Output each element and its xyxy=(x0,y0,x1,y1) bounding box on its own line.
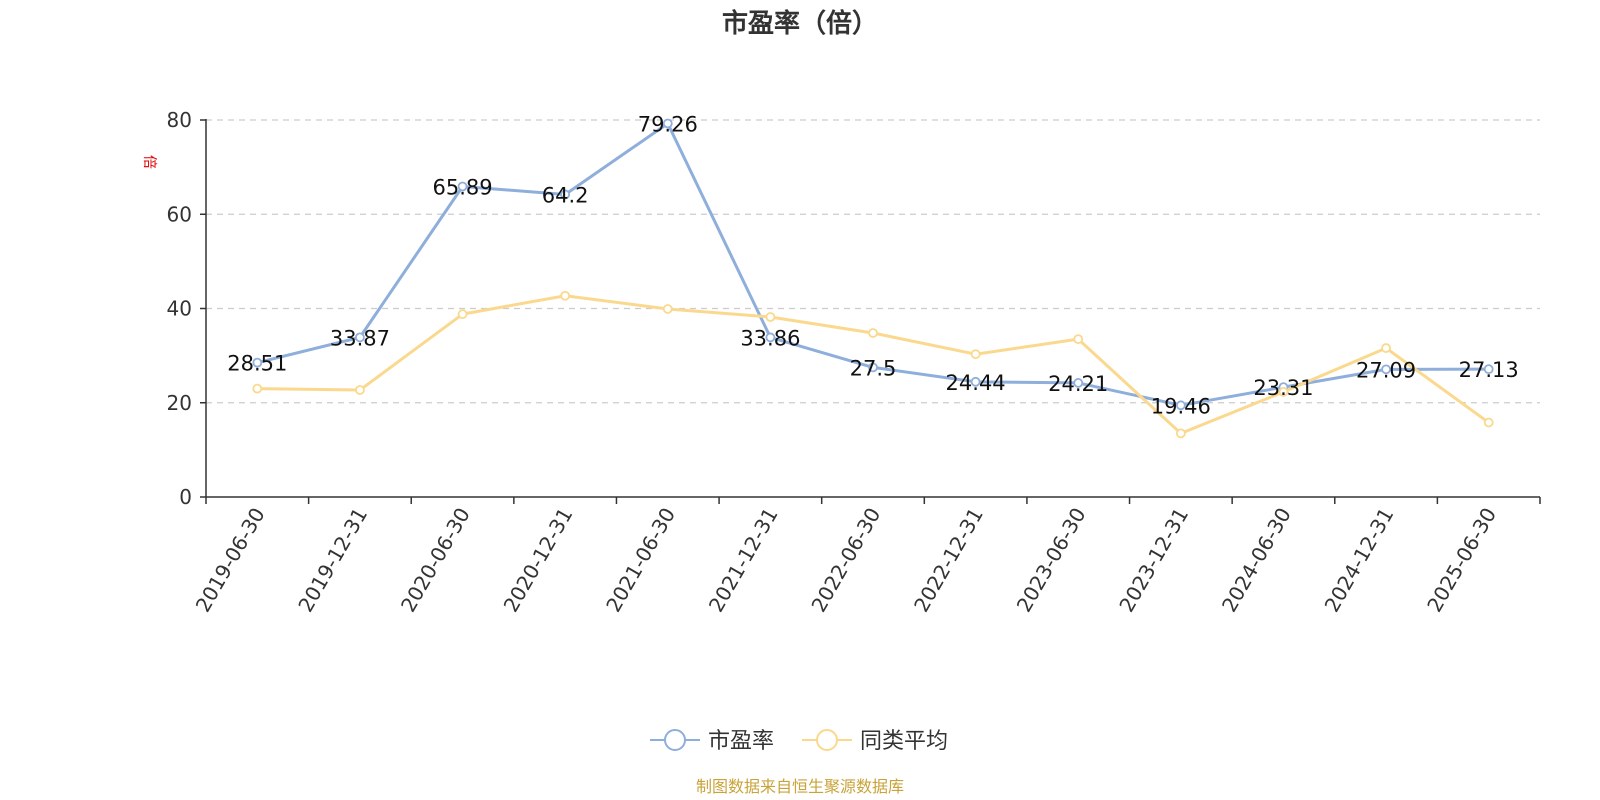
data-point[interactable] xyxy=(662,118,673,129)
x-tick-label: 2024-06-30 xyxy=(1217,504,1296,617)
data-point[interactable] xyxy=(1278,387,1289,397)
x-tick-label: 2019-12-31 xyxy=(293,504,372,617)
data-point[interactable] xyxy=(868,362,878,373)
data-label: 65.89 xyxy=(432,175,492,199)
grid-layer xyxy=(206,119,1540,404)
y-tick-label: 40 xyxy=(167,297,192,321)
data-point[interactable] xyxy=(1483,417,1494,428)
y-tick-label: 60 xyxy=(167,202,192,226)
data-label: 27.13 xyxy=(1459,358,1519,382)
data-point[interactable] xyxy=(252,383,263,394)
data-point[interactable] xyxy=(355,332,365,343)
x-tick-label: 2022-06-30 xyxy=(806,504,885,617)
data-point[interactable] xyxy=(1175,428,1186,439)
data-label: 24.21 xyxy=(1048,372,1108,396)
data-label: 33.86 xyxy=(740,326,800,350)
data-label: 27.5 xyxy=(850,356,897,380)
data-point[interactable] xyxy=(1073,378,1084,388)
legend-label: 市盈率 xyxy=(708,729,774,754)
data-point[interactable] xyxy=(970,349,981,360)
x-tick-label: 2022-12-31 xyxy=(909,504,988,617)
data-point[interactable] xyxy=(457,181,468,192)
data-point[interactable] xyxy=(868,328,878,338)
data-label: 79.26 xyxy=(638,112,698,136)
x-tick-label: 2020-12-31 xyxy=(499,504,578,617)
x-tick-label: 2021-06-30 xyxy=(601,504,680,617)
data-point[interactable] xyxy=(1073,334,1084,345)
legend-label: 同类平均 xyxy=(860,729,948,754)
legend[interactable]: 市盈率 同类平均 xyxy=(650,729,948,754)
data-label: 33.87 xyxy=(330,326,390,350)
source-note: 制图数据来自恒生聚源数据库 xyxy=(696,777,904,796)
x-tick-label: 2020-06-30 xyxy=(396,504,475,617)
data-point[interactable] xyxy=(1381,364,1391,375)
data-point[interactable] xyxy=(1381,343,1391,353)
data-point[interactable] xyxy=(970,376,981,387)
series-layer xyxy=(252,118,1494,439)
legend-item-1[interactable]: 同类平均 xyxy=(802,729,948,754)
data-label: 28.51 xyxy=(227,352,287,376)
data-point[interactable] xyxy=(765,332,776,343)
data-point[interactable] xyxy=(560,290,571,301)
legend-item-0[interactable]: 市盈率 xyxy=(650,729,774,754)
x-tick-label: 2025-06-30 xyxy=(1422,504,1501,617)
data-point[interactable] xyxy=(560,189,571,200)
y-tick-label: 20 xyxy=(167,391,192,415)
data-point[interactable] xyxy=(1175,400,1186,411)
data-label: 19.46 xyxy=(1151,394,1211,418)
y-axis-unit-label: 倍 xyxy=(141,155,157,169)
legend-swatch-marker xyxy=(816,729,838,751)
x-tick-label: 2021-12-31 xyxy=(704,504,783,617)
data-point[interactable] xyxy=(252,357,263,368)
data-point[interactable] xyxy=(662,304,673,314)
data-point[interactable] xyxy=(355,385,365,395)
x-tick-label: 2023-06-30 xyxy=(1012,504,1091,617)
data-point[interactable] xyxy=(765,312,776,322)
data-label-layer: 28.51 33.87 65.89 64.2 79.26 33.86 27.5 24.44 24… xyxy=(227,112,1519,418)
data-label: 27.09 xyxy=(1356,358,1416,382)
data-label: 23.31 xyxy=(1253,376,1313,400)
data-point[interactable] xyxy=(457,309,468,320)
x-tick-label: 2023-12-31 xyxy=(1114,504,1193,617)
data-label: 24.44 xyxy=(946,371,1006,395)
data-point[interactable] xyxy=(1483,364,1494,375)
x-tick-label: 2024-12-31 xyxy=(1320,504,1399,617)
data-label: 64.2 xyxy=(542,183,589,207)
legend-swatch-marker xyxy=(664,729,686,751)
y-tick-label: 80 xyxy=(167,108,192,132)
x-tick-label: 2019-06-30 xyxy=(191,504,270,617)
y-tick-label: 0 xyxy=(179,485,192,509)
chart-title: 市盈率（倍） xyxy=(722,8,878,39)
